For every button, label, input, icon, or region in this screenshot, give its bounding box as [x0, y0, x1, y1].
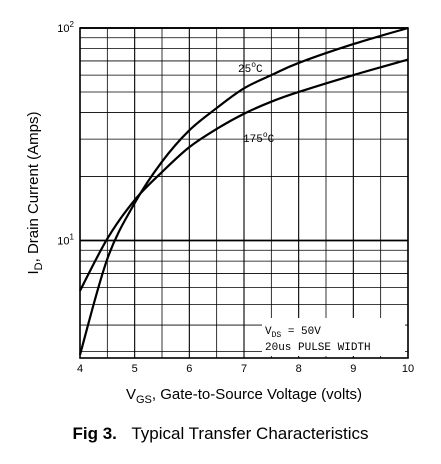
x-tick-label: 6 — [186, 363, 192, 375]
figure-caption: Fig 3. Typical Transfer Characteristics — [0, 424, 441, 444]
y-tick-label: 101 — [57, 233, 74, 248]
figure-number: Fig 3. — [72, 424, 117, 443]
series-label-25c: 25oC — [238, 61, 263, 76]
y-tick-label: 102 — [57, 20, 74, 35]
plot-frame — [79, 27, 409, 359]
x-axis-label: VGS, Gate-to-Source Voltage (volts) — [126, 386, 362, 406]
x-tick-label: 8 — [296, 363, 302, 375]
series-line-25c — [78, 26, 409, 356]
note-background — [262, 318, 405, 356]
x-tick-label: 7 — [241, 363, 247, 375]
grid-lines — [79, 27, 409, 358]
transfer-characteristics-chart: 4 5 6 7 8 9 10 102 101 25oC 175oC VDS = 50V 20u… — [25, 20, 414, 406]
figure-title: Typical Transfer Characteristics — [131, 424, 369, 443]
test-conditions-note: VDS = 50V 20us PULSE WIDTH — [262, 318, 405, 356]
y-axis-label: ID, Drain Current (Amps) — [25, 112, 45, 275]
x-tick-label: 9 — [350, 363, 356, 375]
x-tick-label: 4 — [77, 363, 83, 375]
y-tick-labels: 102 101 — [57, 20, 74, 248]
vds-condition: VDS = 50V — [265, 326, 321, 340]
pulse-width-condition: 20us PULSE WIDTH — [265, 342, 371, 354]
x-tick-label: 10 — [402, 363, 414, 375]
x-tick-labels: 4 5 6 7 8 9 10 — [77, 363, 414, 375]
data-curves — [78, 26, 409, 356]
x-tick-label: 5 — [132, 363, 138, 375]
series-label-175c: 175oC — [243, 131, 275, 146]
series-line-175c — [79, 58, 409, 292]
